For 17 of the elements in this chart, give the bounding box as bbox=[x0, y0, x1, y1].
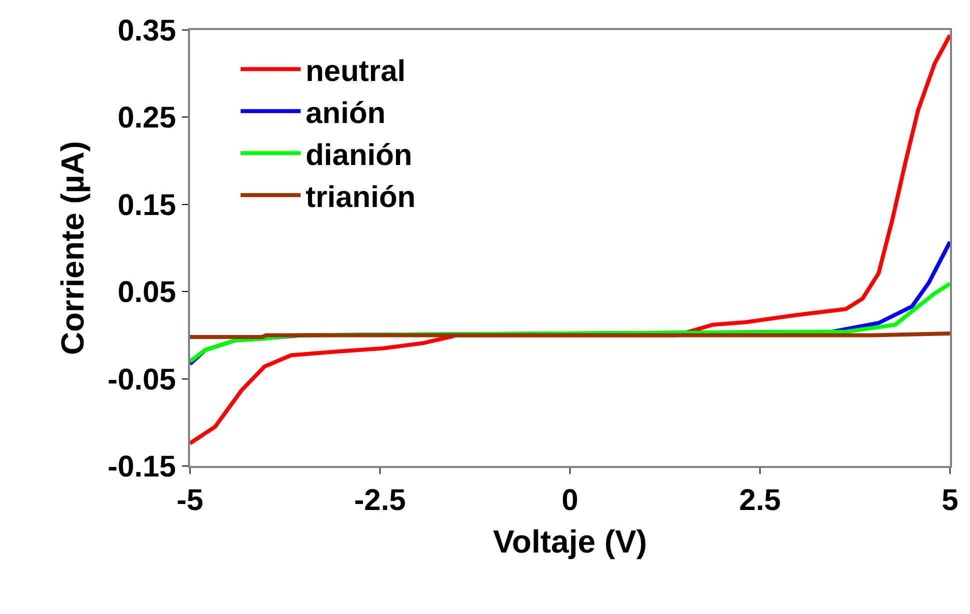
legend-label: trianión bbox=[306, 180, 416, 214]
x-tick-label: -2.5 bbox=[354, 484, 406, 517]
y-tick-label: -0.05 bbox=[108, 363, 176, 396]
x-tick-label: 5 bbox=[942, 484, 958, 517]
y-tick-label: 0.35 bbox=[118, 14, 176, 48]
y-tick-label: 0.05 bbox=[118, 276, 176, 310]
y-tick-label: 0.25 bbox=[118, 102, 176, 135]
x-tick-label: 0 bbox=[562, 484, 578, 517]
legend-label: neutral bbox=[306, 54, 406, 88]
legend-label: anión bbox=[306, 96, 386, 130]
legend-label: dianión bbox=[306, 138, 412, 172]
y-tick-label: -0.15 bbox=[108, 450, 176, 484]
x-tick-label: -5 bbox=[176, 484, 204, 517]
y-axis-title: Corriente (µA) bbox=[54, 141, 90, 355]
x-tick-label: 2.5 bbox=[739, 484, 781, 517]
y-tick-label: 0.15 bbox=[118, 188, 176, 222]
x-axis-title: Voltaje (V) bbox=[492, 523, 648, 560]
